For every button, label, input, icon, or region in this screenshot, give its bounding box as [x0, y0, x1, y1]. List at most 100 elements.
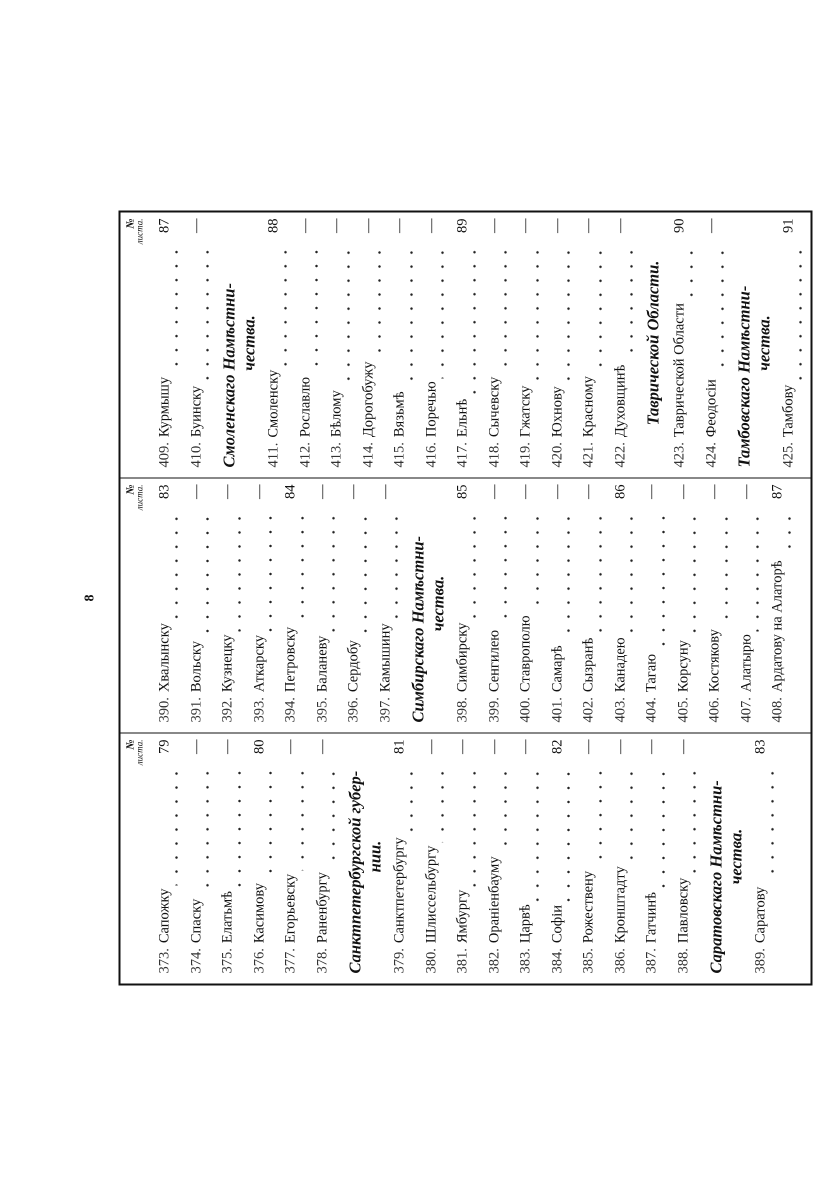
entry-name: Вольску: [187, 640, 204, 692]
table-row: 389. Саратову 83: [752, 739, 784, 973]
heading-line: Таврической Области.: [643, 260, 662, 425]
table-row: 375. Елатьмѣ —: [219, 739, 251, 973]
entry-name: Тагаю: [643, 653, 659, 692]
entry-number: 420.: [548, 441, 565, 467]
sheet-number: 82: [548, 739, 565, 754]
entry-number: 387.: [643, 947, 659, 973]
dot-leader: [314, 245, 319, 374]
table-row: 373. Сапожку 79: [156, 739, 188, 973]
sheet-label: листа.: [134, 218, 144, 244]
entry-name: Красному: [580, 375, 596, 437]
sheet-number: 83: [156, 484, 172, 499]
sheet-number: —: [674, 739, 691, 754]
entry-number: 382.: [485, 947, 502, 973]
entry-name: Кузнецку: [219, 634, 235, 692]
entry-number: 401.: [548, 696, 565, 722]
table-row: 417. Ельнѣ 89: [454, 218, 486, 467]
table-row: 406. Костякову —: [706, 484, 738, 722]
table-row: 390. Хвалынску 83: [156, 484, 188, 722]
table-row: 411. Смоленску 88: [265, 218, 297, 467]
section-heading: Тамбовскаго Намѣстни-чества.: [734, 218, 780, 467]
entry-name: Хвалынску: [156, 622, 172, 692]
entry-number: 397.: [376, 696, 393, 722]
entry-name: Духовщинѣ: [611, 364, 628, 437]
entry-name: Санктпетербургу: [391, 836, 407, 943]
table-row: 408. Ардатову на Алаторѣ 87: [769, 484, 801, 722]
rotated-page: 8 № листа. 373. Сапожку 79 374. Спаску — 375. Ела…: [78, 210, 812, 985]
entry-name: Сычевску: [485, 376, 502, 437]
entry-number: 404.: [643, 696, 659, 722]
table-row: 419. Гжатску —: [517, 218, 549, 467]
entry-name: Тамбову: [780, 384, 796, 437]
table-column: № листа. 409. Курмышу 87 410. Буинску — Смоленск…: [120, 212, 810, 478]
entry-number: 412.: [296, 441, 313, 467]
sheet-number: —: [517, 218, 533, 233]
entry-number: 383.: [517, 947, 533, 973]
table-row: 383. Царвѣ —: [517, 739, 549, 973]
dot-leader: [503, 245, 508, 374]
table-row: 398. Симбирску 85: [454, 484, 486, 722]
entry-number: 384.: [548, 947, 565, 973]
dot-leader: [440, 245, 445, 378]
dot-leader: [236, 766, 241, 888]
dot-leader: [440, 766, 445, 843]
entry-number: 388.: [674, 947, 691, 973]
dot-leader: [629, 766, 634, 863]
table-row: 422. Духовщинѣ —: [612, 218, 644, 467]
heading-line: Смоленскаго Намѣстни-: [219, 282, 238, 467]
sheet-number-header: № листа.: [124, 218, 156, 248]
sheet-number: —: [359, 218, 376, 233]
dot-leader: [236, 511, 241, 632]
sheet-number: 84: [282, 484, 298, 499]
heading-line: Тамбовскаго Намѣстни-: [734, 285, 753, 467]
entry-name: Баланеву: [313, 635, 330, 692]
entry-name: Раненбургу: [313, 871, 330, 943]
sheet-number: —: [391, 218, 407, 233]
table-row: 424. Феодосіи —: [703, 218, 735, 467]
dot-leader: [173, 511, 178, 620]
section-heading: Смоленскаго Намѣстни-чества.: [219, 218, 265, 467]
dot-leader: [769, 766, 774, 884]
entry-name: Петровску: [282, 626, 298, 692]
section-heading: Санктпетербургской губер-нии.: [345, 739, 391, 973]
table-row: 403. Канадею 86: [612, 484, 644, 722]
table-row: 396. Сердобу —: [345, 484, 377, 722]
dot-leader: [692, 766, 697, 875]
entry-number: 398.: [454, 696, 470, 722]
dot-leader: [173, 245, 178, 374]
column-header: № листа.: [124, 484, 156, 722]
entry-name: Камышину: [376, 622, 393, 692]
sheet-number: —: [643, 484, 659, 499]
table-column: № листа. 373. Сапожку 79 374. Спаску — 375. Елать…: [120, 733, 810, 983]
dot-leader: [408, 245, 413, 388]
sheet-number: —: [219, 739, 235, 754]
entry-name: Ставрополю: [517, 614, 533, 692]
entry-name: Саратову: [752, 886, 768, 943]
dot-leader: [534, 245, 539, 383]
entry-name: Феодосіи: [702, 378, 719, 437]
dot-leader: [299, 766, 304, 871]
entry-name: Юхнову: [548, 385, 565, 437]
entry-name: Смоленску: [265, 369, 281, 438]
dot-leader: [268, 511, 273, 632]
dot-leader: [394, 511, 399, 620]
sheet-number: —: [345, 484, 361, 499]
sheet-number: 90: [671, 218, 687, 233]
entry-number: 421.: [580, 441, 596, 467]
sheet-number: —: [737, 484, 754, 499]
index-table: № листа. 373. Сапожку 79 374. Спаску — 375. Елать…: [118, 210, 812, 985]
entry-name: Симбирску: [454, 622, 470, 692]
entry-number: 416.: [422, 441, 439, 467]
entry-name: Софіи: [548, 904, 565, 943]
entry-number: 399.: [485, 696, 502, 722]
entry-number: 379.: [391, 947, 407, 973]
table-row: 392. Кузнецку —: [219, 484, 251, 722]
table-row: 380. Шлиссельбургу —: [423, 739, 455, 973]
table-row: 421. Красному —: [580, 218, 612, 467]
dot-leader: [566, 245, 571, 383]
table-row: 384. Софіи 82: [549, 739, 581, 973]
entry-number: 374.: [187, 947, 204, 973]
table-row: 393. Аткарску —: [251, 484, 283, 722]
sheet-number: 87: [156, 218, 172, 233]
entry-number: 390.: [156, 696, 172, 722]
